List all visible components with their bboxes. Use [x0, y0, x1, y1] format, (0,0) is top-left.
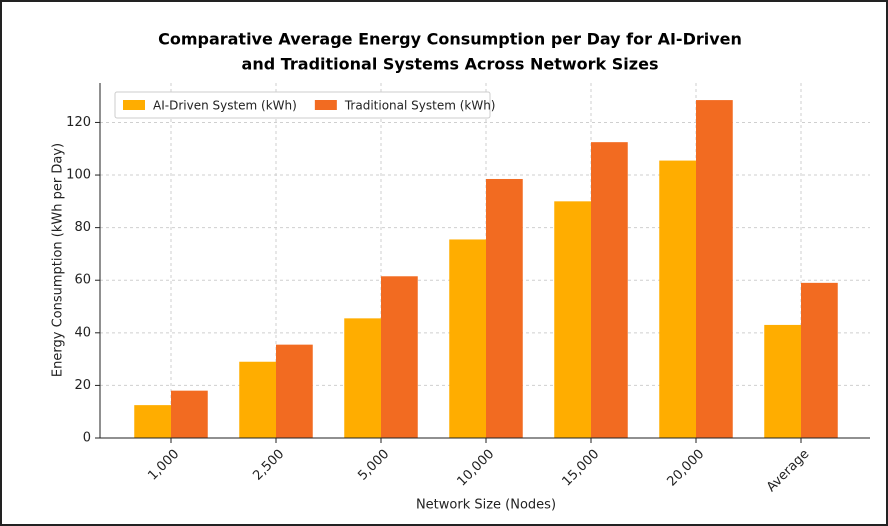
y-tick-label: 0 [83, 431, 91, 446]
y-tick-label: 120 [66, 115, 91, 130]
bar [449, 239, 486, 438]
bar [276, 344, 313, 438]
y-tick-label: 20 [74, 378, 91, 393]
y-tick-label: 40 [74, 325, 91, 340]
y-tick-label: 100 [66, 168, 91, 183]
bar [486, 178, 523, 438]
bar [239, 361, 276, 438]
chart-title: Comparative Average Energy Consumption p… [158, 30, 742, 49]
y-tick-label: 80 [74, 220, 91, 235]
bar [801, 282, 838, 438]
bar [344, 318, 381, 438]
x-axis-label: Network Size (Nodes) [416, 498, 556, 513]
bar [764, 324, 801, 438]
bar [171, 390, 208, 438]
bar [696, 100, 733, 438]
y-axis-label: Energy Consumption (kWh per Day) [51, 143, 66, 377]
legend-swatch [123, 100, 145, 110]
legend-label: AI-Driven System (kWh) [153, 99, 297, 113]
bar [381, 276, 418, 438]
y-tick-label: 60 [74, 273, 91, 288]
bar [554, 201, 591, 438]
legend-box [114, 91, 491, 119]
legend-swatch [314, 100, 337, 110]
legend-label: Traditional System (kWh) [344, 99, 496, 113]
chart-title: and Traditional Systems Across Network S… [242, 55, 659, 74]
bar [591, 142, 628, 438]
bar [134, 405, 171, 438]
bar [659, 160, 696, 438]
